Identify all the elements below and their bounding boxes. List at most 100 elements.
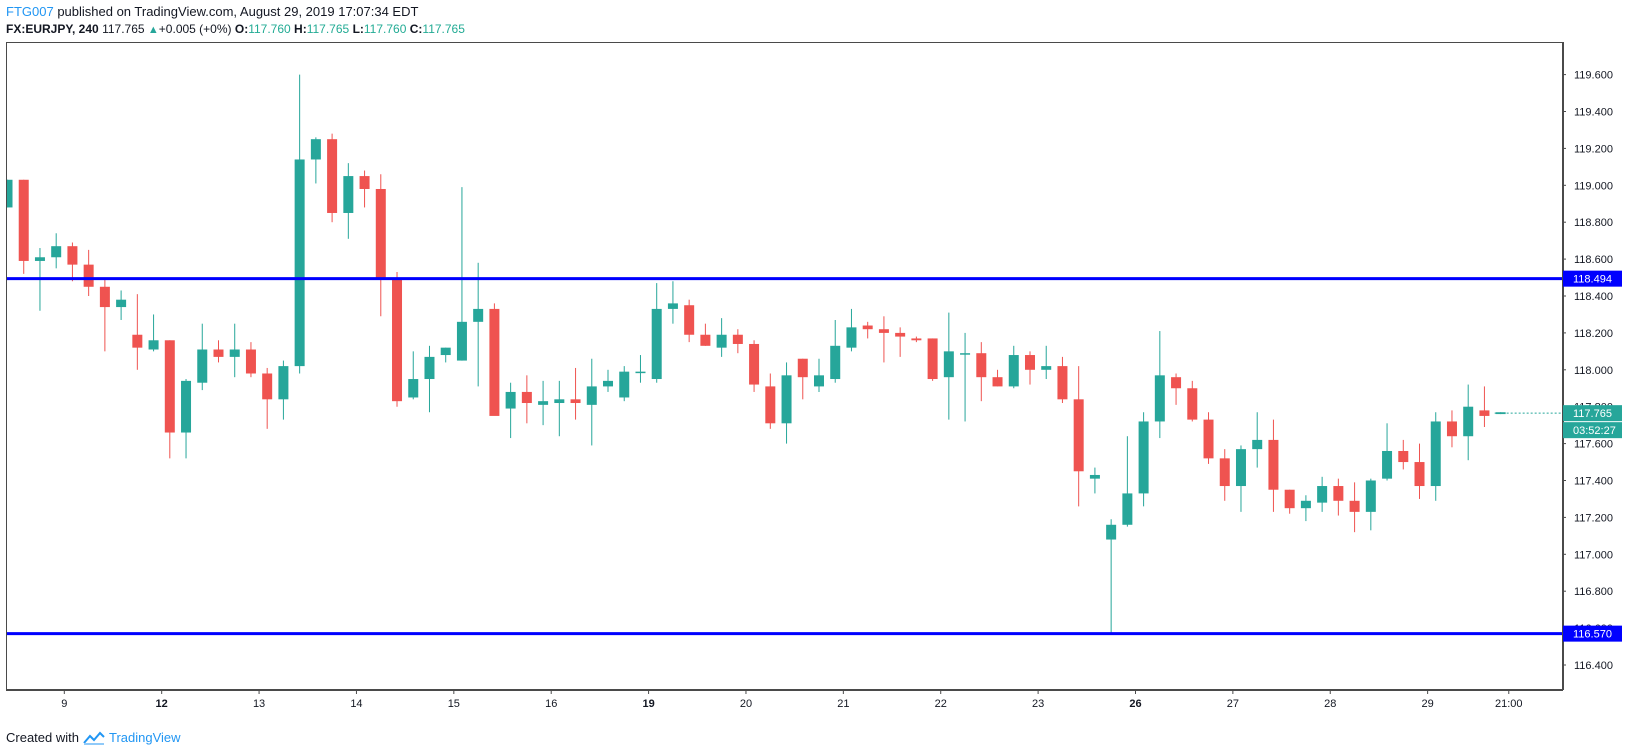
chart-frame (6, 42, 1564, 690)
candle-body (927, 338, 938, 380)
x-tick-label: 12 (156, 698, 168, 710)
candle-body (1057, 366, 1068, 400)
level-price-tag-bg (1563, 270, 1622, 287)
candle-body (765, 386, 776, 424)
candle-body (1154, 375, 1165, 422)
candle-body (603, 380, 614, 387)
candle-body (197, 349, 208, 383)
y-tick-label: 117.400 (1574, 476, 1613, 488)
candle (505, 382, 516, 439)
candle (278, 360, 289, 420)
candle (1252, 412, 1263, 468)
level-price-tag-bg (1563, 625, 1622, 642)
price-axis[interactable]: 116.400116.600116.800117.000117.200117.4… (1562, 70, 1613, 672)
candle-body (1430, 421, 1441, 487)
x-tick-label: 23 (1032, 698, 1044, 710)
candle-body (1138, 421, 1149, 494)
tradingview-logo-icon (83, 731, 105, 745)
x-tick-label: 13 (253, 698, 265, 710)
x-tick-label: 22 (935, 698, 947, 710)
close-label: C: (409, 22, 423, 36)
candle (943, 312, 954, 420)
candle-body (700, 334, 711, 346)
price-tags: 118.494 116.570 117.765 03:52:27 (1494, 270, 1622, 642)
y-tick-label: 117.600 (1574, 439, 1613, 451)
candle-body (18, 179, 29, 261)
candle (1414, 443, 1425, 499)
candle-body (943, 351, 954, 378)
countdown-tag: 03:52:27 (1563, 422, 1622, 439)
candle (1446, 410, 1457, 448)
candle (1300, 495, 1311, 522)
candle-body (294, 159, 305, 367)
candle (538, 380, 549, 426)
candle (229, 323, 240, 378)
high-value: 117.765 (306, 22, 350, 36)
candle-body (473, 308, 484, 322)
candle (1284, 489, 1295, 514)
candle (1430, 412, 1441, 501)
candle-body (1106, 524, 1117, 540)
candle-body (1089, 474, 1100, 479)
symbol-legend: FX:EURJPY, 240 117.765 ▲+0.005 (+0%) O:1… (6, 22, 465, 36)
candle (1057, 356, 1068, 404)
candle-body (7, 179, 13, 208)
candle (99, 279, 110, 352)
candle-body (83, 264, 94, 287)
candle-body (1187, 388, 1198, 420)
candle-body (1235, 449, 1246, 487)
open-label: O: (234, 22, 249, 36)
candle (310, 137, 321, 184)
candle (960, 332, 971, 422)
candle (521, 375, 532, 424)
current-price-tag-text: 117.765 (1573, 408, 1612, 420)
candle-body (521, 391, 532, 404)
y-tick-label: 119.600 (1574, 70, 1613, 82)
x-tick-label: 19 (642, 698, 654, 710)
candle (684, 299, 695, 343)
y-tick-label: 118.600 (1574, 254, 1613, 266)
x-tick-label: 26 (1129, 698, 1141, 710)
candle-body (489, 308, 500, 416)
candles-layer (7, 74, 1506, 634)
candle (1041, 345, 1052, 380)
candle (408, 351, 419, 400)
candle (700, 323, 711, 346)
candle-body (895, 332, 906, 337)
y-tick-label: 119.400 (1574, 107, 1613, 119)
candle (927, 338, 938, 381)
author-link[interactable]: FTG007 (6, 4, 54, 19)
candle (1138, 412, 1149, 507)
candle-body (1268, 439, 1279, 490)
tradingview-link[interactable]: TradingView (108, 730, 181, 745)
candle-body (1219, 458, 1230, 487)
candle (1171, 373, 1182, 405)
candle (651, 283, 662, 383)
candle-body (408, 379, 419, 398)
time-axis[interactable]: 9 12 13 14 15 16 19 20 21 22 23 26 27 28 29 21:00 (61, 690, 1523, 710)
candle (1073, 366, 1084, 507)
candle (570, 367, 581, 420)
candle-body (440, 347, 451, 356)
candle (878, 316, 889, 363)
candle-body (651, 308, 662, 380)
x-tick-label: 29 (1422, 698, 1434, 710)
candle (667, 281, 678, 324)
candle (1219, 449, 1230, 501)
candle (181, 379, 192, 459)
candle (392, 272, 403, 407)
candle (1268, 419, 1279, 512)
candle-body (278, 366, 289, 400)
low-label: L: (352, 22, 364, 36)
created-with-text: Created with (6, 730, 79, 745)
y-tick-label: 117.200 (1574, 512, 1613, 524)
candle (294, 74, 305, 374)
candle (797, 358, 808, 400)
x-tick-label: 15 (448, 698, 460, 710)
candle (67, 242, 78, 282)
candle-body (1317, 486, 1328, 503)
candle-body (1252, 439, 1263, 450)
candle (148, 314, 159, 352)
x-tick-label: 14 (350, 698, 362, 710)
